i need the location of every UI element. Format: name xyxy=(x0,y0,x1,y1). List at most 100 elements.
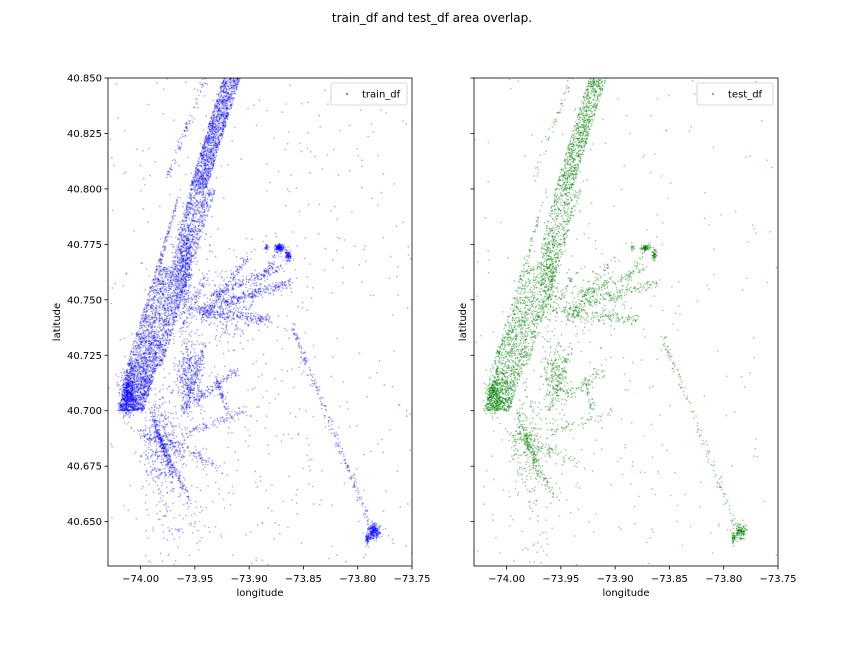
scatter-point xyxy=(219,91,221,93)
scatter-point xyxy=(206,175,208,177)
scatter-point xyxy=(152,287,154,290)
scatter-point xyxy=(159,344,161,347)
scatter-point xyxy=(163,285,166,288)
scatter-point xyxy=(191,249,194,251)
scatter-point xyxy=(154,360,156,362)
scatter-point xyxy=(138,389,140,391)
scatter-point xyxy=(194,209,197,212)
scatter-point xyxy=(216,106,219,109)
scatter-point xyxy=(147,328,149,331)
scatter-point xyxy=(160,251,162,253)
scatter-point xyxy=(188,202,190,205)
scatter-point xyxy=(206,170,209,173)
scatter-point xyxy=(166,233,168,236)
scatter-point xyxy=(212,189,215,192)
scatter-point xyxy=(155,345,157,348)
scatter-point xyxy=(138,358,140,361)
scatter-point xyxy=(198,237,201,240)
scatter-point xyxy=(146,349,148,351)
scatter-point xyxy=(178,305,180,307)
scatter-point xyxy=(202,196,205,199)
scatter-point xyxy=(140,316,143,318)
scatter-point xyxy=(228,88,230,90)
scatter-point xyxy=(189,193,192,195)
scatter-point xyxy=(163,241,166,243)
scatter-point xyxy=(142,353,145,356)
scatter-point xyxy=(151,280,153,282)
scatter-point xyxy=(140,379,143,382)
scatter-point xyxy=(169,314,171,316)
scatter-point xyxy=(221,131,224,133)
scatter-point xyxy=(159,275,161,277)
scatter-point xyxy=(153,331,155,333)
scatter-point xyxy=(143,380,145,383)
scatter-point xyxy=(153,355,156,358)
scatter-point xyxy=(161,324,164,327)
scatter-point xyxy=(135,408,138,410)
scatter-point xyxy=(173,305,176,308)
scatter-point xyxy=(202,203,204,206)
scatter-point xyxy=(227,80,230,83)
scatter-point xyxy=(191,196,193,198)
scatter-point xyxy=(150,374,153,377)
scatter-point xyxy=(213,160,215,163)
scatter-point xyxy=(208,189,210,192)
scatter-point xyxy=(152,289,155,292)
scatter-point xyxy=(191,183,194,185)
scatter-point xyxy=(189,223,192,225)
scatter-point xyxy=(201,208,204,210)
scatter-point xyxy=(201,217,203,219)
scatter-point xyxy=(210,157,212,160)
scatter-point xyxy=(151,339,154,341)
scatter-point xyxy=(143,364,146,367)
scatter-point xyxy=(136,342,138,344)
scatter-point xyxy=(218,135,220,137)
scatter-point xyxy=(218,119,221,122)
scatter-point xyxy=(161,307,163,309)
scatter-point xyxy=(160,344,162,346)
scatter-point xyxy=(133,342,135,344)
scatter-point xyxy=(204,146,206,148)
scatter-point xyxy=(145,306,147,308)
scatter-point xyxy=(150,324,152,326)
scatter-point xyxy=(172,289,175,292)
scatter-point xyxy=(227,104,230,107)
scatter-point xyxy=(216,111,219,114)
scatter-point xyxy=(212,157,215,159)
scatter-point xyxy=(218,125,220,127)
scatter-point xyxy=(140,371,143,373)
scatter-point xyxy=(192,219,194,222)
scatter-point xyxy=(132,351,134,354)
scatter-point xyxy=(223,108,225,110)
scatter-point xyxy=(163,310,166,312)
scatter-point xyxy=(185,216,187,219)
scatter-point xyxy=(170,331,172,334)
scatter-point xyxy=(224,119,226,121)
scatter-point xyxy=(172,218,174,221)
scatter-point xyxy=(151,364,153,366)
scatter-point xyxy=(147,367,149,369)
scatter-point xyxy=(159,361,161,364)
scatter-point xyxy=(148,370,151,373)
scatter-point xyxy=(145,356,148,359)
scatter-point xyxy=(190,217,193,220)
scatter-point xyxy=(213,153,216,156)
scatter-point xyxy=(169,322,172,325)
scatter-point xyxy=(160,351,162,353)
scatter-point xyxy=(157,336,159,339)
scatter-point xyxy=(185,210,188,213)
scatter-point xyxy=(221,82,224,85)
scatter-point xyxy=(199,186,202,188)
scatter-point xyxy=(197,183,200,185)
scatter-point xyxy=(217,95,220,97)
scatter-point xyxy=(144,346,147,349)
scatter-point xyxy=(188,244,191,247)
scatter-point xyxy=(137,346,139,349)
scatter-point xyxy=(229,101,231,103)
scatter-point xyxy=(216,116,218,119)
scatter-point xyxy=(204,209,206,211)
scatter-point xyxy=(222,99,225,102)
scatter-point xyxy=(144,393,146,396)
scatter-point xyxy=(145,337,148,340)
scatter-point xyxy=(155,294,158,296)
